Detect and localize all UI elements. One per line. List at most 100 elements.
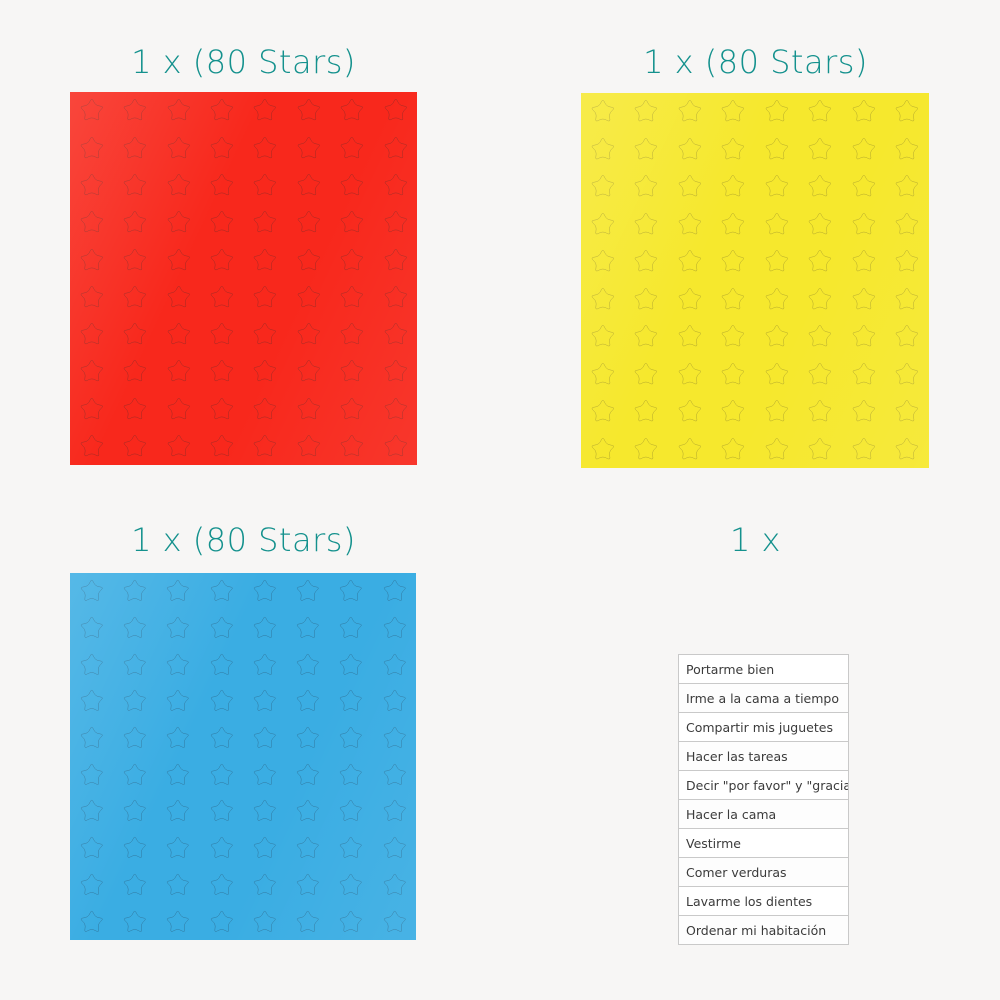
- star-outline-icon: [340, 727, 362, 748]
- star-outline-icon: [383, 580, 406, 602]
- star-outline-icon: [809, 437, 832, 460]
- star-outline-icon: [384, 99, 407, 121]
- star-outline-icon: [678, 212, 701, 235]
- star-outline-icon: [678, 287, 701, 310]
- star-outline-icon: [167, 800, 189, 822]
- star-outline-icon: [253, 800, 276, 822]
- star-outline-icon: [635, 137, 658, 160]
- star-outline-icon: [167, 285, 190, 308]
- star-outline-icon: [384, 211, 407, 233]
- star-outline-icon: [340, 837, 362, 858]
- star-outline-icon: [253, 837, 276, 858]
- star-outline-icon: [340, 248, 363, 270]
- star-outline-icon: [809, 362, 832, 385]
- star-outline-icon: [852, 212, 875, 235]
- quantity-caption-chore-chart: 1 x: [730, 521, 781, 559]
- star-outline-icon: [591, 325, 614, 347]
- star-outline-icon: [254, 435, 277, 457]
- star-grid-red: [70, 92, 417, 465]
- star-outline-icon: [124, 616, 146, 638]
- star-outline-icon: [297, 248, 320, 270]
- star-outline-icon: [896, 400, 919, 422]
- star-outline-icon: [297, 580, 319, 602]
- star-outline-icon: [722, 437, 745, 460]
- star-outline-icon: [297, 690, 319, 712]
- star-outline-icon: [340, 763, 362, 785]
- star-outline-icon: [167, 397, 190, 419]
- star-outline-icon: [591, 437, 614, 460]
- quantity-caption-red-star-sheet: 1 x (80 Stars): [131, 43, 356, 81]
- chore-chart-row: Compartir mis juguetes: [679, 713, 848, 742]
- star-outline-icon: [210, 248, 233, 270]
- star-outline-icon: [678, 175, 701, 197]
- star-outline-icon: [124, 653, 146, 675]
- star-outline-icon: [852, 100, 875, 122]
- star-outline-icon: [765, 325, 788, 347]
- star-outline-icon: [80, 763, 103, 785]
- star-outline-icon: [340, 873, 362, 895]
- star-outline-icon: [167, 837, 189, 858]
- blue-star-sticker-sheet: [70, 573, 416, 940]
- star-outline-icon: [210, 397, 233, 419]
- star-outline-icon: [167, 211, 190, 233]
- star-outline-icon: [167, 136, 190, 158]
- star-outline-icon: [210, 873, 233, 895]
- star-outline-icon: [635, 362, 658, 385]
- star-outline-icon: [635, 325, 658, 347]
- star-outline-icon: [80, 323, 103, 345]
- star-outline-icon: [167, 873, 189, 895]
- star-outline-icon: [591, 362, 614, 385]
- star-outline-icon: [254, 211, 277, 233]
- star-outline-icon: [340, 616, 362, 638]
- star-outline-icon: [383, 873, 406, 895]
- star-outline-icon: [297, 435, 320, 457]
- star-outline-icon: [124, 323, 147, 345]
- star-outline-icon: [635, 400, 658, 422]
- star-outline-icon: [896, 437, 919, 460]
- star-outline-icon: [765, 175, 788, 197]
- star-outline-icon: [210, 173, 233, 196]
- star-outline-icon: [896, 175, 919, 197]
- star-outline-icon: [124, 763, 146, 785]
- star-outline-icon: [384, 248, 407, 270]
- chore-chart-row: Lavarme los dientes: [679, 887, 848, 916]
- star-outline-icon: [124, 285, 147, 308]
- star-outline-icon: [340, 136, 363, 158]
- star-outline-icon: [591, 400, 614, 422]
- star-outline-icon: [383, 727, 406, 748]
- star-outline-icon: [80, 136, 103, 158]
- star-outline-icon: [210, 763, 233, 785]
- star-outline-icon: [896, 250, 919, 272]
- star-outline-icon: [635, 437, 658, 460]
- chore-chart-task-list: Portarme bien Irme a la cama a tiempo Comp…: [678, 654, 849, 945]
- star-outline-icon: [80, 248, 103, 270]
- star-outline-icon: [210, 580, 233, 602]
- star-outline-icon: [896, 325, 919, 347]
- star-outline-icon: [340, 173, 363, 196]
- star-outline-icon: [384, 435, 407, 457]
- star-outline-icon: [210, 435, 233, 457]
- star-outline-icon: [722, 100, 745, 122]
- star-outline-icon: [852, 250, 875, 272]
- star-outline-icon: [765, 400, 788, 422]
- star-outline-icon: [591, 250, 614, 272]
- star-outline-icon: [167, 580, 189, 602]
- chore-chart-row: Hacer la cama: [679, 800, 848, 829]
- star-outline-icon: [722, 362, 745, 385]
- star-outline-icon: [340, 360, 363, 382]
- star-outline-icon: [124, 727, 146, 748]
- star-outline-icon: [383, 653, 406, 675]
- star-outline-icon: [167, 173, 190, 196]
- star-outline-icon: [124, 435, 147, 457]
- star-outline-icon: [384, 173, 407, 196]
- star-outline-icon: [340, 285, 363, 308]
- star-outline-icon: [722, 175, 745, 197]
- star-outline-icon: [124, 136, 147, 158]
- star-outline-icon: [722, 250, 745, 272]
- star-outline-icon: [167, 360, 190, 382]
- star-outline-icon: [765, 437, 788, 460]
- star-outline-icon: [765, 137, 788, 160]
- star-outline-icon: [80, 873, 103, 895]
- star-outline-icon: [765, 250, 788, 272]
- star-outline-icon: [80, 435, 103, 457]
